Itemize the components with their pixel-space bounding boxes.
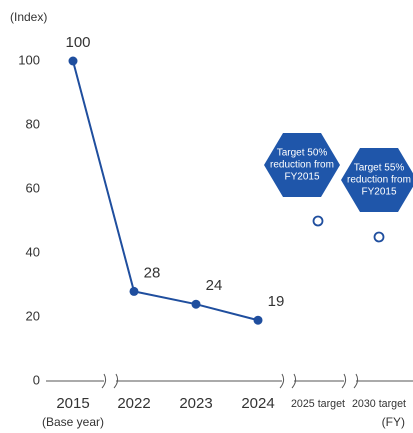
annotation-text: reduction from: [347, 175, 411, 186]
data-label: 100: [65, 34, 90, 51]
x-tick-label: 2030 target: [352, 398, 406, 410]
annotation-text: Target 55%: [354, 163, 405, 174]
y-tick-label: 100: [18, 52, 40, 67]
point: [191, 299, 201, 309]
data-label: 19: [268, 293, 285, 310]
x-axis: [46, 373, 413, 389]
point: [68, 56, 78, 66]
data-label: 28: [144, 264, 161, 281]
axis-break: [341, 373, 359, 389]
data-label: 24: [206, 277, 223, 294]
y-axis-label: (Index): [10, 10, 47, 24]
point: [129, 286, 139, 296]
y-tick-label: 20: [26, 308, 40, 323]
x-tick-label: 2025 target: [291, 398, 345, 410]
target-marker: [373, 231, 385, 243]
y-tick-label: 0: [33, 372, 40, 387]
y-tick-label: 40: [26, 244, 40, 259]
x-tick-label: 2024: [241, 395, 274, 412]
axis-break: [279, 373, 297, 389]
target-marker: [312, 215, 324, 227]
x-tick-label: 2015: [56, 395, 89, 412]
annotation-text: FY2015: [361, 187, 396, 198]
y-tick-label: 80: [26, 116, 40, 131]
x-tick-label: 2023: [179, 395, 212, 412]
annotation-hexagon: [264, 133, 340, 197]
line: [72, 60, 259, 322]
axis-break: [101, 373, 119, 389]
y-tick-label: 60: [26, 180, 40, 195]
annotation-text: FY2015: [284, 172, 319, 183]
x-tick-note: (Base year): [42, 415, 104, 429]
point: [253, 315, 263, 325]
annotation-hexagon: [341, 148, 413, 212]
x-tick-label: 2022: [117, 395, 150, 412]
annotation-text: Target 50%: [277, 148, 328, 159]
annotation-text: reduction from: [270, 160, 334, 171]
x-tick-note: (FY): [382, 415, 405, 429]
